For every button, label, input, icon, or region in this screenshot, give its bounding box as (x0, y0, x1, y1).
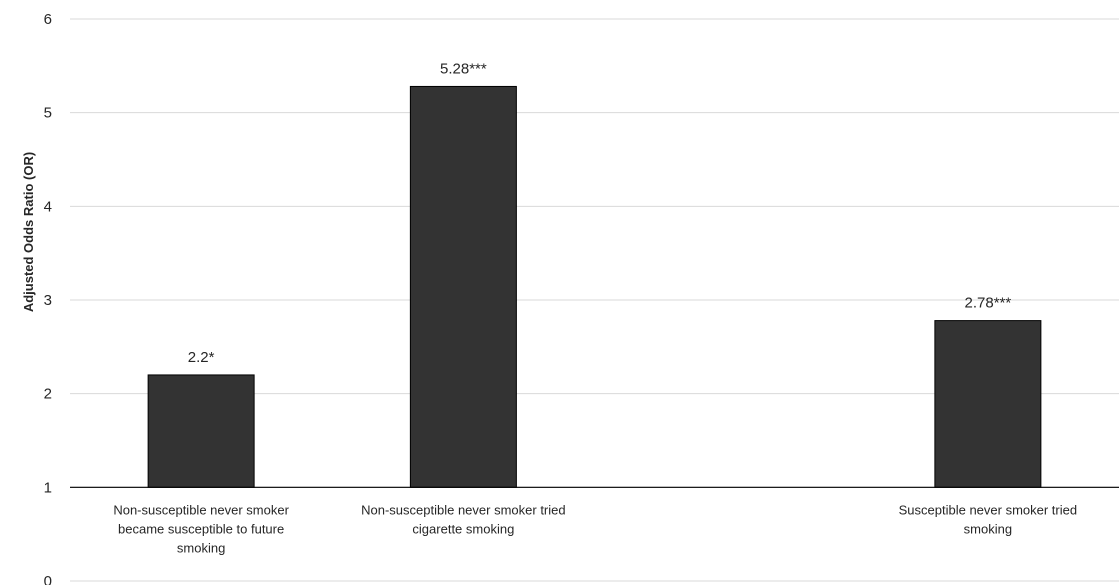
y-tick-label: 1 (44, 479, 52, 496)
gridlines (70, 18, 1119, 582)
y-tick-label: 6 (44, 11, 52, 28)
y-axis-label: Adjusted Odds Ratio (OR) (21, 152, 36, 312)
bar (934, 320, 1042, 488)
y-tick-label: 4 (44, 198, 52, 215)
y-tick-label: 2 (44, 386, 52, 403)
data-label: 2.2* (188, 349, 215, 366)
category-label: Susceptible never smoker tried (899, 502, 1077, 517)
y-tick-label: 0 (44, 573, 52, 585)
data-label: 2.78*** (965, 295, 1012, 312)
y-tick-label: 3 (44, 292, 52, 309)
bars (147, 85, 1042, 488)
data-label: 5.28*** (440, 60, 487, 77)
category-label: smoking (177, 540, 225, 555)
category-label: Non-susceptible never smoker tried (361, 502, 565, 517)
category-labels: Non-susceptible never smoker became susce… (113, 502, 1077, 555)
category-label: cigarette smoking (412, 521, 514, 536)
category-label: became susceptible to future (118, 521, 284, 536)
bar (409, 85, 517, 488)
category-label: smoking (964, 521, 1012, 536)
y-tick-labels: 0 1 2 3 4 5 6 (44, 11, 52, 585)
y-tick-label: 5 (44, 105, 52, 122)
category-label: Non-susceptible never smoker (113, 502, 289, 517)
bar (147, 374, 255, 488)
data-labels: 2.2* 5.28*** 2.78*** (188, 60, 1012, 365)
